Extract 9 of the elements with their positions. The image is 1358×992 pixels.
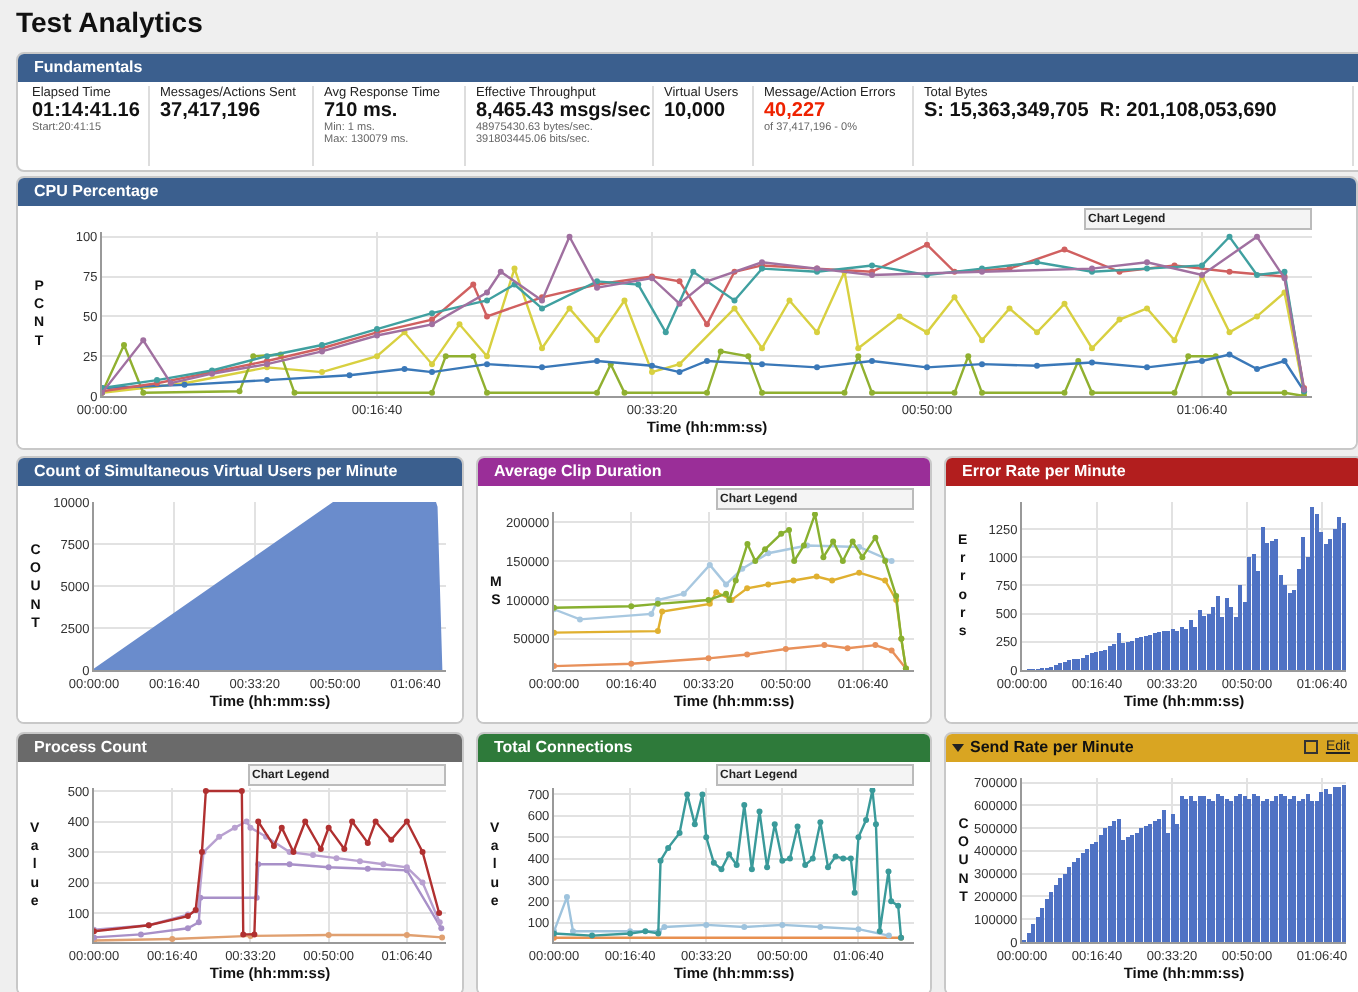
- chart-title: Average Clip Duration: [478, 458, 930, 486]
- chart-title: Send Rate per Minute: [970, 738, 1134, 756]
- text: Fundamentals: [18, 54, 1358, 82]
- chart-title: CPU Percentage: [18, 178, 1356, 206]
- chart-title: Process Count: [18, 734, 462, 762]
- text: Test Analytics: [16, 6, 203, 38]
- chart-title: Count of Simultaneous Virtual Users per Minute: [18, 458, 462, 486]
- chart-title: Error Rate per Minute: [946, 458, 1358, 486]
- chart-title: Total Connections: [478, 734, 930, 762]
